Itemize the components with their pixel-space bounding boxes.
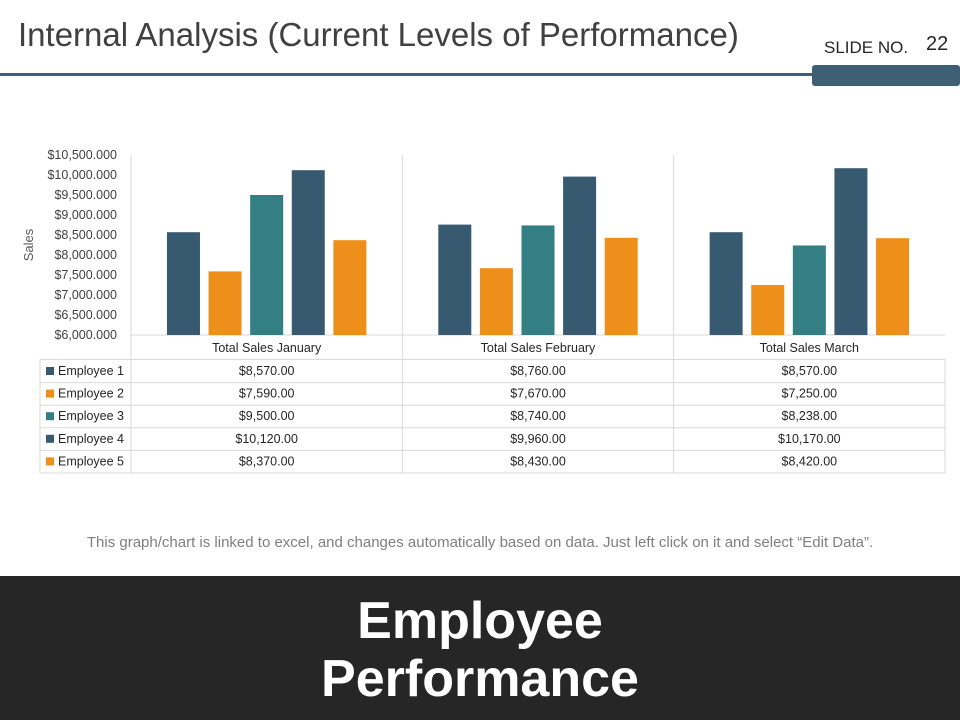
y-tick-label: $6,500.000 <box>54 308 117 322</box>
bar-employee-5-1 <box>333 240 367 335</box>
table-cell-value: $7,670.00 <box>510 387 566 401</box>
bar-employee-3-3 <box>792 245 826 335</box>
legend-label: Employee 5 <box>58 454 124 468</box>
bar-employee-1-3 <box>709 232 743 335</box>
bar-employee-2-1 <box>208 271 242 335</box>
table-cell-value: $8,740.00 <box>510 409 566 423</box>
x-category-label: Total Sales March <box>760 341 859 355</box>
y-tick-label: $10,500.000 <box>47 148 117 162</box>
banner-title-line-1: Employee <box>357 592 603 650</box>
bar-employee-3-2 <box>521 225 555 335</box>
table-cell-value: $9,500.00 <box>239 409 295 423</box>
header-rule <box>0 73 812 76</box>
legend-label: Employee 1 <box>58 364 124 378</box>
bar-employee-4-3 <box>834 168 868 335</box>
legend-key-4 <box>46 434 54 443</box>
table-cell-value: $9,960.00 <box>510 432 566 446</box>
y-axis-title: Sales <box>21 228 36 261</box>
sales-bar-chart[interactable]: $6,000.000 $6,500.000 $7,000.000 $7,500.000… <box>0 140 960 480</box>
y-tick-label: $9,500.000 <box>54 188 117 202</box>
y-tick-label: $6,000.000 <box>54 328 117 342</box>
bar-employee-4-2 <box>563 176 597 335</box>
legend-key-1 <box>46 367 54 375</box>
legend-key-5 <box>46 457 54 466</box>
legend-key-3 <box>46 412 54 421</box>
bar-employee-4-1 <box>291 170 325 335</box>
table-cell-value: $7,250.00 <box>782 387 838 401</box>
slide-number-value: 22 <box>926 33 949 55</box>
banner-title-line-2: Performance <box>321 650 639 708</box>
table-cell-value: $8,370.00 <box>239 454 295 468</box>
y-tick-label: $10,000.000 <box>47 168 117 182</box>
bar-employee-1-2 <box>438 224 472 335</box>
table-cell-value: $8,570.00 <box>239 364 295 378</box>
y-tick-label: $8,500.000 <box>54 228 117 242</box>
y-tick-label: $7,000.000 <box>54 288 117 302</box>
legend-label: Employee 2 <box>58 387 124 401</box>
slide-title: Internal Analysis (Current Levels of Per… <box>18 16 739 53</box>
bar-employee-1-1 <box>166 232 200 335</box>
x-category-label: Total Sales February <box>481 341 596 355</box>
bar-employee-5-3 <box>876 238 910 335</box>
y-tick-label: $7,500.000 <box>54 268 117 282</box>
table-cell-value: $8,570.00 <box>782 364 838 378</box>
y-tick-label: $8,000.000 <box>54 248 117 262</box>
table-cell-value: $8,420.00 <box>782 454 838 468</box>
banner-title: Employee Performance <box>0 592 960 708</box>
bar-employee-5-2 <box>604 237 638 335</box>
bar-employee-3-1 <box>250 195 284 335</box>
table-cell-value: $10,170.00 <box>778 432 841 446</box>
legend-label: Employee 4 <box>58 432 124 446</box>
chart-footnote: This graph/chart is linked to excel, and… <box>86 534 874 551</box>
table-cell-value: $7,590.00 <box>239 387 295 401</box>
table-cell-value: $8,238.00 <box>782 409 838 423</box>
bar-employee-2-2 <box>479 268 513 335</box>
legend-label: Employee 3 <box>58 409 124 423</box>
slide-number-tab <box>812 65 960 86</box>
y-tick-label: $9,000.000 <box>54 208 117 222</box>
table-cell-value: $8,430.00 <box>510 454 566 468</box>
slide-number-label: SLIDE NO. <box>824 38 909 57</box>
bar-employee-2-3 <box>751 285 785 335</box>
title-banner: Employee Performance <box>0 576 960 720</box>
x-category-label: Total Sales January <box>212 341 322 355</box>
table-cell-value: $8,760.00 <box>510 364 566 378</box>
legend-key-2 <box>46 389 54 398</box>
table-cell-value: $10,120.00 <box>235 432 298 446</box>
